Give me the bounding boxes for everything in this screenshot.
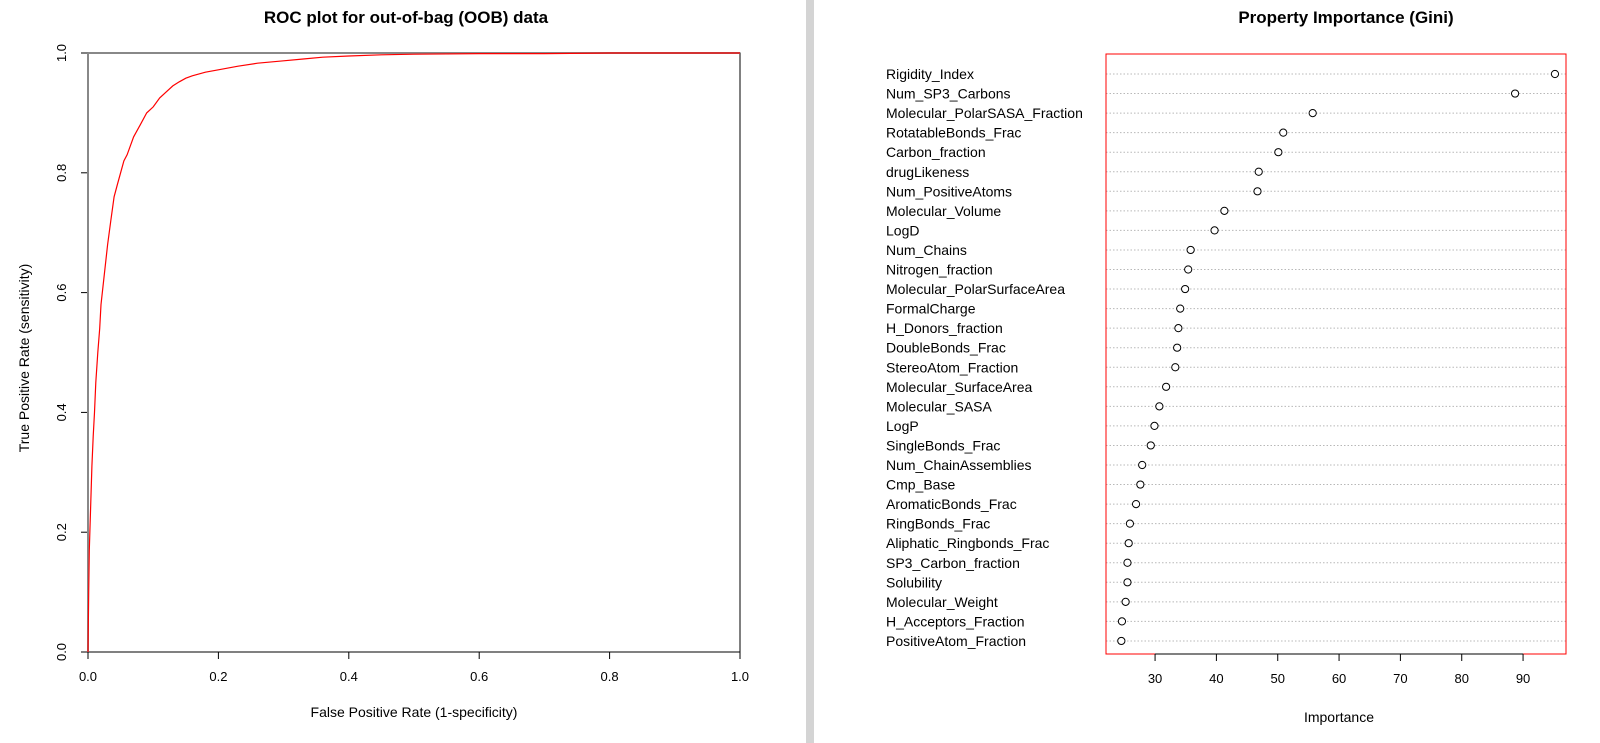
importance-point bbox=[1274, 148, 1283, 157]
roc-title: ROC plot for out-of-bag (OOB) data bbox=[264, 8, 549, 27]
importance-category-label: StereoAtom_Fraction bbox=[886, 359, 1018, 375]
importance-x-axis-label: Importance bbox=[1304, 709, 1374, 725]
importance-point bbox=[1550, 69, 1560, 79]
importance-point bbox=[1171, 363, 1180, 372]
roc-y-tick-label: 0.4 bbox=[54, 403, 69, 421]
importance-points bbox=[1117, 69, 1560, 646]
importance-x-tick-label: 90 bbox=[1516, 671, 1530, 686]
importance-point bbox=[1155, 402, 1164, 411]
importance-category-label: Nitrogen_fraction bbox=[886, 262, 993, 278]
importance-category-label: Molecular_SurfaceArea bbox=[886, 379, 1033, 395]
importance-point bbox=[1253, 187, 1262, 196]
importance-point bbox=[1150, 421, 1159, 430]
importance-point bbox=[1123, 578, 1132, 587]
panel-divider bbox=[806, 0, 814, 743]
importance-plot-frame bbox=[1105, 53, 1567, 655]
importance-x-tick-label: 50 bbox=[1270, 671, 1284, 686]
importance-category-label: DoubleBonds_Frac bbox=[886, 340, 1006, 356]
importance-x-axis: 30 40 50 60 70 80 90 bbox=[1148, 653, 1530, 686]
importance-category-label: FormalCharge bbox=[886, 301, 976, 317]
importance-point bbox=[1510, 89, 1520, 98]
importance-grid bbox=[1106, 73, 1566, 642]
importance-category-label: RotatableBonds_Frac bbox=[886, 125, 1021, 141]
importance-category-label: H_Acceptors_Fraction bbox=[886, 613, 1025, 629]
importance-point bbox=[1174, 324, 1183, 333]
importance-category-label: SP3_Carbon_fraction bbox=[886, 555, 1020, 571]
importance-point bbox=[1117, 636, 1126, 646]
importance-category-label: Rigidity_Index bbox=[886, 66, 974, 82]
importance-point bbox=[1136, 480, 1145, 489]
importance-point bbox=[1176, 304, 1185, 313]
roc-x-axis: 0.0 0.2 0.4 0.6 0.8 1.0 bbox=[79, 651, 749, 684]
importance-point bbox=[1279, 128, 1288, 137]
importance-category-label: H_Donors_fraction bbox=[886, 320, 1003, 336]
importance-category-label: Num_Chains bbox=[886, 242, 967, 258]
importance-point bbox=[1184, 265, 1193, 274]
roc-x-tick-label: 0.8 bbox=[601, 669, 619, 684]
roc-x-tick-label: 0.6 bbox=[470, 669, 488, 684]
roc-curve bbox=[87, 52, 740, 653]
importance-chart: Property Importance (Gini) Rigidity_Inde… bbox=[886, 8, 1567, 725]
roc-x-tick-label: 0.2 bbox=[209, 669, 227, 684]
importance-category-label: PositiveAtom_Fraction bbox=[886, 633, 1026, 649]
importance-category-label: RingBonds_Frac bbox=[886, 516, 990, 532]
importance-point bbox=[1117, 617, 1127, 626]
roc-x-tick-label: 1.0 bbox=[731, 669, 749, 684]
importance-x-tick-label: 70 bbox=[1393, 671, 1407, 686]
roc-plot-frame bbox=[87, 52, 741, 653]
importance-category-label: Molecular_PolarSASA_Fraction bbox=[886, 105, 1083, 121]
importance-point bbox=[1186, 245, 1195, 255]
importance-point bbox=[1210, 226, 1219, 235]
roc-x-tick-label: 0.4 bbox=[340, 669, 358, 684]
importance-point bbox=[1162, 382, 1171, 391]
importance-point bbox=[1308, 109, 1317, 118]
importance-title: Property Importance (Gini) bbox=[1238, 8, 1453, 27]
importance-category-label: Cmp_Base bbox=[886, 477, 955, 493]
importance-point bbox=[1173, 343, 1182, 352]
roc-y-axis-label: True Positive Rate (sensitivity) bbox=[16, 264, 32, 453]
importance-category-label: Num_ChainAssemblies bbox=[886, 457, 1032, 473]
importance-point bbox=[1220, 206, 1229, 215]
importance-category-label: Molecular_Weight bbox=[886, 594, 998, 610]
importance-category-label: Num_PositiveAtoms bbox=[886, 183, 1012, 199]
importance-category-label: LogD bbox=[886, 222, 919, 238]
importance-x-tick-label: 60 bbox=[1332, 671, 1346, 686]
roc-chart: ROC plot for out-of-bag (OOB) data 0.0 0.… bbox=[16, 8, 749, 720]
importance-point bbox=[1123, 558, 1132, 567]
roc-y-tick-label: 0.8 bbox=[54, 164, 69, 182]
importance-category-label: Molecular_PolarSurfaceArea bbox=[886, 281, 1065, 297]
importance-category-label: AromaticBonds_Frac bbox=[886, 496, 1017, 512]
importance-category-label: SingleBonds_Frac bbox=[886, 437, 1000, 453]
roc-y-tick-label: 0.6 bbox=[54, 284, 69, 302]
importance-labels: Rigidity_Index Num_SP3_Carbons Molecular_P… bbox=[886, 66, 1083, 649]
importance-x-tick-label: 80 bbox=[1454, 671, 1468, 686]
roc-panel: ROC plot for out-of-bag (OOB) data 0.0 0.… bbox=[16, 8, 750, 720]
importance-point bbox=[1181, 284, 1190, 294]
importance-category-label: Num_SP3_Carbons bbox=[886, 86, 1011, 102]
importance-category-label: drugLikeness bbox=[886, 164, 969, 180]
importance-category-label: Carbon_fraction bbox=[886, 144, 986, 160]
roc-y-axis: 0.0 0.2 0.4 0.6 0.8 1.0 bbox=[54, 44, 89, 661]
importance-category-label: Solubility bbox=[886, 574, 942, 590]
importance-point bbox=[1146, 441, 1155, 450]
roc-x-axis-label: False Positive Rate (1-specificity) bbox=[311, 704, 518, 720]
importance-category-label: Molecular_Volume bbox=[886, 203, 1001, 219]
importance-point bbox=[1124, 539, 1133, 548]
roc-y-tick-label: 0.0 bbox=[54, 643, 69, 661]
importance-point bbox=[1254, 167, 1263, 176]
roc-y-tick-label: 0.2 bbox=[54, 523, 69, 541]
importance-point bbox=[1138, 460, 1147, 470]
importance-x-tick-label: 30 bbox=[1148, 671, 1162, 686]
importance-x-tick-label: 40 bbox=[1209, 671, 1223, 686]
importance-point bbox=[1121, 597, 1130, 606]
roc-y-tick-label: 1.0 bbox=[54, 44, 69, 62]
importance-category-label: Aliphatic_Ringbonds_Frac bbox=[886, 535, 1049, 551]
importance-category-label: Molecular_SASA bbox=[886, 398, 992, 414]
importance-panel: Property Importance (Gini) Rigidity_Inde… bbox=[814, 0, 1600, 743]
importance-point bbox=[1125, 519, 1135, 528]
importance-category-label: LogP bbox=[886, 418, 919, 434]
importance-point bbox=[1131, 500, 1141, 509]
roc-x-tick-label: 0.0 bbox=[79, 669, 97, 684]
